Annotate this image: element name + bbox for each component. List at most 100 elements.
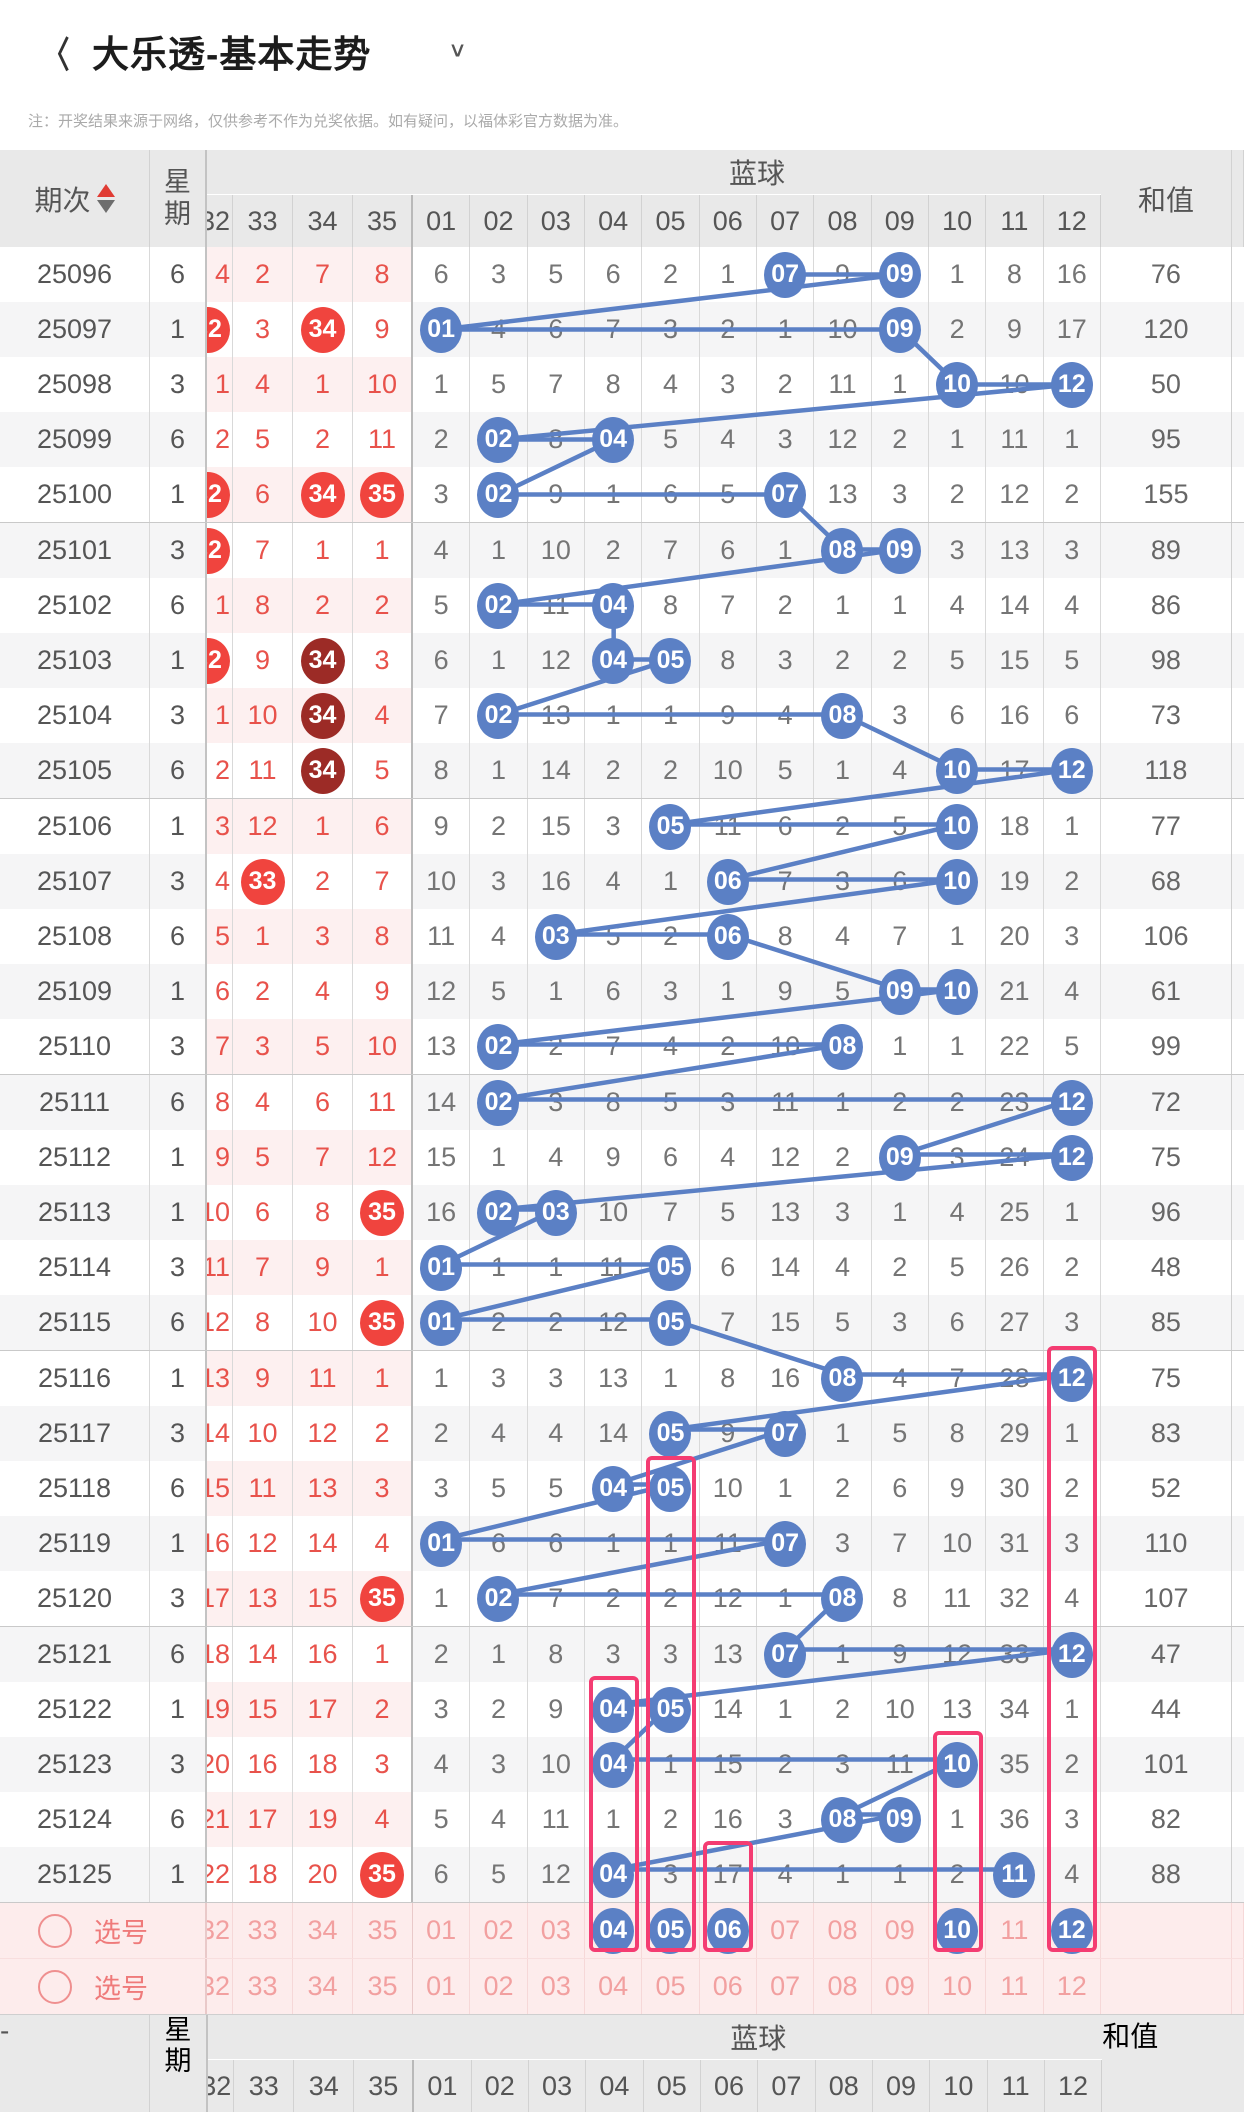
blue-cell-03: 12 xyxy=(527,1847,585,1902)
blue-miss-count: 1 xyxy=(892,369,908,399)
selection-blue-09[interactable]: 09 xyxy=(872,1903,929,1958)
selection-blue-11[interactable]: 11 xyxy=(986,1959,1044,2014)
selection-blue-03[interactable]: 03 xyxy=(528,1903,585,1958)
red-cell-33: 18 xyxy=(233,1847,293,1902)
selection-blue-01[interactable]: 01 xyxy=(413,1959,471,2014)
selection-red-number[interactable]: 33 xyxy=(233,1903,293,1958)
selected-ball-circle[interactable]: 10 xyxy=(936,1907,979,1954)
selection-blue-09[interactable]: 09 xyxy=(872,1959,929,2014)
blue-miss-count: 3 xyxy=(548,1363,564,1393)
back-icon[interactable]: 〈 xyxy=(42,34,70,75)
column-header-period[interactable]: 期次 xyxy=(0,150,150,247)
selection-red-number[interactable]: 34 xyxy=(293,1959,353,2014)
selection-blue-10[interactable]: 10 xyxy=(929,1959,987,2014)
selection-blue-07[interactable]: 07 xyxy=(757,1903,815,1958)
selection-blue-04[interactable]: 04 xyxy=(585,1959,643,2014)
selection-blue-08[interactable]: 08 xyxy=(814,1959,872,2014)
blue-cell-11: 20 xyxy=(986,909,1044,964)
row-sliver xyxy=(1232,1792,1244,1847)
selection-red-32[interactable]: 32 xyxy=(207,1959,233,2014)
blue-miss-count: 11 xyxy=(541,590,570,620)
blue-miss-count: 3 xyxy=(490,1363,506,1393)
selected-ball-circle[interactable]: 05 xyxy=(649,1907,692,1954)
selection-blue-01[interactable]: 01 xyxy=(413,1903,471,1958)
sum-cell: 72 xyxy=(1100,1075,1232,1130)
blue-miss-count: 10 xyxy=(884,1694,915,1724)
blue-miss-count: 6 xyxy=(662,479,678,509)
selection-blue-05[interactable]: 05 xyxy=(642,1959,700,2014)
selection-blue-04[interactable]: 04 xyxy=(585,1903,643,1958)
selection-ring-icon[interactable] xyxy=(38,1913,72,1948)
blue-ball-circle: 01 xyxy=(420,1299,463,1346)
selection-blue-12[interactable]: 12 xyxy=(1044,1959,1101,2014)
selection-label-cell[interactable]: 选号 xyxy=(0,1903,207,1958)
blue-cell-06: 06 xyxy=(700,909,757,964)
selection-blue-08[interactable]: 08 xyxy=(814,1903,872,1958)
blue-miss-count: 2 xyxy=(892,1087,908,1117)
selection-red-number[interactable]: 34 xyxy=(293,1903,353,1958)
blue-cell-01: 10 xyxy=(413,854,471,909)
red-miss-count: 7 xyxy=(314,1142,331,1172)
selection-ring-icon[interactable] xyxy=(38,1969,72,2004)
selected-ball-circle[interactable]: 06 xyxy=(706,1907,749,1954)
selection-red-number[interactable]: 33 xyxy=(233,1959,293,2014)
blue-cell-01: 5 xyxy=(413,578,471,633)
selection-blue-05[interactable]: 05 xyxy=(642,1903,700,1958)
red-miss-count: 5 xyxy=(374,755,390,785)
red-ball-circle: 34 xyxy=(300,471,345,518)
blue-cell-06: 8 xyxy=(700,1351,757,1406)
selection-blue-12[interactable]: 12 xyxy=(1044,1903,1101,1958)
red-cell-33: 3 xyxy=(233,302,293,357)
blue-cell-07: 3 xyxy=(756,633,815,688)
blue-cell-03: 10 xyxy=(527,1737,585,1792)
selection-blue-10[interactable]: 10 xyxy=(929,1903,987,1958)
selected-ball-circle[interactable]: 12 xyxy=(1050,1907,1093,1954)
sort-icon[interactable] xyxy=(96,184,115,213)
selection-label-cell[interactable]: 选号 xyxy=(0,1959,207,2014)
red-miss-count: 1 xyxy=(374,1252,390,1282)
blue-miss-count: 6 xyxy=(720,1252,736,1282)
red-miss-count: 5 xyxy=(254,1142,271,1172)
red-miss-count: 6 xyxy=(254,1197,271,1227)
blue-cell-12: 4 xyxy=(1044,578,1101,633)
week-cell: 1 xyxy=(150,302,207,357)
blue-cell-09: 5 xyxy=(871,1406,929,1461)
blue-cell-11: 33 xyxy=(986,1627,1044,1682)
selection-red-number[interactable]: 35 xyxy=(353,1959,413,2014)
selection-blue-11[interactable]: 11 xyxy=(986,1903,1044,1958)
selection-blue-03[interactable]: 03 xyxy=(528,1959,585,2014)
red-cell-32: 16 xyxy=(207,1516,233,1571)
blue-cell-06: 1 xyxy=(700,247,757,302)
selection-red-32[interactable]: 32 xyxy=(207,1903,233,1958)
selection-number: 04 xyxy=(598,1971,629,2001)
red-miss-count: 12 xyxy=(207,1307,230,1337)
selection-blue-02[interactable]: 02 xyxy=(470,1903,528,1958)
period-cell: 25108 xyxy=(0,909,150,964)
red-miss-count: 13 xyxy=(247,1583,278,1613)
period-cell: 25119 xyxy=(0,1516,150,1571)
blue-cell-07: 7 xyxy=(756,854,815,909)
blue-miss-count: 13 xyxy=(426,1031,457,1061)
selection-red-number[interactable]: 35 xyxy=(353,1903,413,1958)
blue-ball-circle: 06 xyxy=(706,858,749,905)
blue-ball-circle: 09 xyxy=(878,306,921,353)
red-miss-count: 4 xyxy=(374,1804,390,1834)
selection-blue-06[interactable]: 06 xyxy=(700,1959,757,2014)
red-cell-32: 1 xyxy=(207,357,233,412)
red-cell-32: 3 xyxy=(207,799,233,854)
selection-blue-06[interactable]: 06 xyxy=(700,1903,757,1958)
blue-cell-09: 7 xyxy=(872,909,929,964)
blue-miss-count: 2 xyxy=(949,314,965,344)
selection-blue-07[interactable]: 07 xyxy=(757,1959,815,2014)
red-cell-34: 2 xyxy=(293,854,353,909)
red-cell-33: 7 xyxy=(233,1240,293,1295)
selected-ball-circle[interactable]: 04 xyxy=(592,1907,635,1954)
chevron-down-icon[interactable]: ∨ xyxy=(448,37,468,62)
blue-cell-03: 6 xyxy=(527,1516,585,1571)
blue-cell-10: 13 xyxy=(929,1682,987,1737)
column-header-06: 06 xyxy=(701,2060,759,2112)
blue-cell-11: 22 xyxy=(986,1019,1044,1074)
red-cell-34: 34 xyxy=(293,302,353,357)
selection-sum-cell xyxy=(1101,1903,1232,1958)
selection-blue-02[interactable]: 02 xyxy=(470,1959,528,2014)
